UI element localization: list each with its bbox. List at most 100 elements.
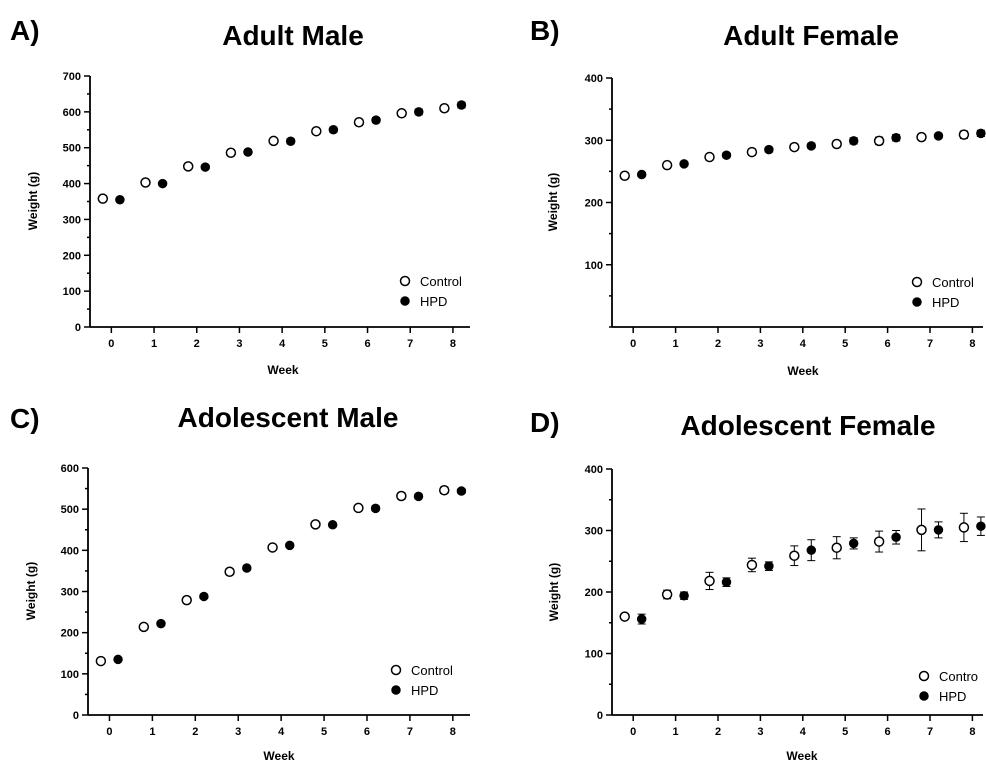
x-tick-label: 8: [450, 338, 456, 350]
legend-marker: [390, 664, 402, 676]
x-tick-label: 3: [757, 726, 763, 738]
data-point: [958, 522, 970, 533]
y-tick-label: 400: [585, 464, 603, 476]
data-point: [721, 577, 732, 587]
x-tick-label: 5: [322, 338, 328, 350]
series-hpd: [636, 516, 986, 625]
y-tick-label: 700: [63, 71, 81, 83]
y-tick-label: 200: [585, 587, 603, 599]
data-point: [873, 135, 885, 147]
x-tick-label: 5: [842, 726, 848, 738]
x-tick-label: 1: [149, 726, 155, 738]
series-control: [97, 103, 450, 204]
panel-letter: D): [530, 407, 560, 438]
y-tick-label: 100: [585, 649, 603, 661]
data-point: [976, 128, 986, 139]
series-control: [619, 508, 970, 622]
x-tick-label: 4: [279, 338, 286, 350]
data-point: [97, 193, 109, 204]
data-point: [95, 655, 107, 667]
y-axis-label: Weight (g): [546, 173, 560, 231]
data-point: [916, 131, 927, 143]
data-point: [200, 162, 211, 172]
x-tick-label: 5: [842, 338, 848, 350]
data-point: [704, 151, 715, 163]
legend: Contro HPD: [918, 669, 978, 704]
y-tick-label: 400: [585, 73, 603, 85]
legend-label: HPD: [932, 295, 959, 310]
data-point: [328, 125, 339, 135]
data-point: [976, 521, 986, 531]
x-axis-label: Week: [267, 363, 298, 377]
x-tick-label: 3: [757, 338, 763, 350]
data-point: [916, 524, 927, 536]
chart-title: Adult Male: [222, 20, 364, 51]
y-tick-label: 200: [585, 198, 603, 210]
legend-marker: [918, 670, 930, 682]
data-point: [746, 146, 758, 158]
data-point: [806, 545, 817, 555]
y-axis-label: Weight (g): [24, 562, 38, 620]
x-tick-label: 3: [235, 726, 241, 738]
data-point: [933, 131, 944, 141]
y-tick-label: 400: [61, 545, 79, 557]
panel-letter: A): [10, 15, 40, 46]
x-tick-label: 1: [673, 726, 679, 738]
data-point: [396, 490, 407, 502]
data-point: [353, 502, 364, 514]
data-point: [438, 484, 450, 496]
data-point: [891, 532, 901, 543]
x-tick-label: 7: [927, 726, 933, 738]
y-tick-label: 100: [63, 286, 81, 298]
x-tick-label: 7: [407, 338, 413, 350]
data-point: [225, 147, 237, 158]
chart-title: Adolescent Female: [680, 410, 935, 441]
data-point: [311, 125, 322, 137]
data-point: [456, 486, 467, 496]
x-tick-label: 2: [715, 338, 721, 350]
data-point: [113, 654, 123, 665]
x-tick-label: 6: [364, 338, 370, 350]
series-hpd: [636, 128, 986, 180]
data-point: [636, 169, 647, 180]
legend-label: HPD: [939, 689, 966, 704]
data-point: [371, 115, 381, 125]
x-tick-label: 7: [407, 726, 413, 738]
chart-panel-2: B) Adult Female 100 200 300 400 0 1 2 3 4 5 6 7 8 Week W…: [530, 15, 986, 378]
data-point: [456, 100, 467, 110]
series-control: [619, 129, 970, 181]
data-point: [661, 159, 673, 171]
data-point: [848, 538, 859, 549]
x-tick-label: 6: [885, 338, 891, 350]
x-tick-label: 1: [151, 338, 157, 350]
y-tick-label: 200: [63, 250, 81, 262]
y-tick-label: 100: [585, 260, 603, 272]
data-point: [636, 614, 647, 624]
data-point: [157, 178, 168, 189]
data-point: [224, 566, 235, 577]
y-tick-label: 600: [61, 463, 79, 475]
data-point: [831, 138, 842, 150]
chart-panel-4: D) Adolescent Female 0 100 200 300 400 0 1 2 3 4 5 6 7…: [530, 407, 986, 761]
y-tick-label: 0: [75, 322, 81, 334]
panel-letter: B): [530, 15, 560, 46]
x-tick-label: 0: [106, 726, 112, 738]
data-point: [764, 144, 774, 155]
x-tick-label: 4: [800, 726, 807, 738]
data-point: [619, 611, 630, 622]
y-tick-label: 300: [61, 587, 79, 599]
data-point: [413, 491, 424, 502]
data-point: [156, 618, 166, 629]
legend-marker: [399, 275, 411, 287]
data-point: [243, 147, 253, 157]
data-point: [891, 133, 901, 143]
data-point: [721, 150, 732, 160]
y-axis-label: Weight (g): [26, 172, 40, 230]
legend-marker: [391, 685, 401, 695]
data-point: [789, 550, 800, 561]
data-point: [285, 136, 296, 147]
legend-marker: [912, 297, 922, 307]
data-point: [704, 575, 715, 587]
legend-marker: [919, 691, 929, 701]
